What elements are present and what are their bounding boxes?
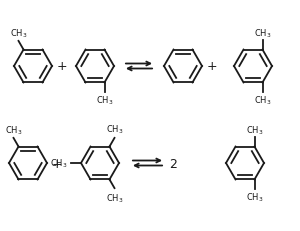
Text: +: + bbox=[52, 157, 62, 170]
Text: CH$_3$: CH$_3$ bbox=[246, 124, 263, 136]
Text: CH$_3$: CH$_3$ bbox=[106, 191, 123, 204]
Text: CH$_3$: CH$_3$ bbox=[254, 94, 271, 106]
Text: +: + bbox=[57, 60, 67, 73]
Text: CH$_3$: CH$_3$ bbox=[106, 123, 123, 135]
Text: +: + bbox=[207, 60, 217, 73]
Text: CH$_3$: CH$_3$ bbox=[254, 27, 271, 39]
Text: CH$_3$: CH$_3$ bbox=[10, 27, 27, 40]
Text: CH$_3$: CH$_3$ bbox=[246, 191, 263, 203]
Text: CH$_3$: CH$_3$ bbox=[5, 124, 22, 136]
Text: 2: 2 bbox=[169, 157, 177, 170]
Text: CH$_3$: CH$_3$ bbox=[96, 94, 113, 106]
Text: CH$_3$: CH$_3$ bbox=[50, 157, 68, 170]
